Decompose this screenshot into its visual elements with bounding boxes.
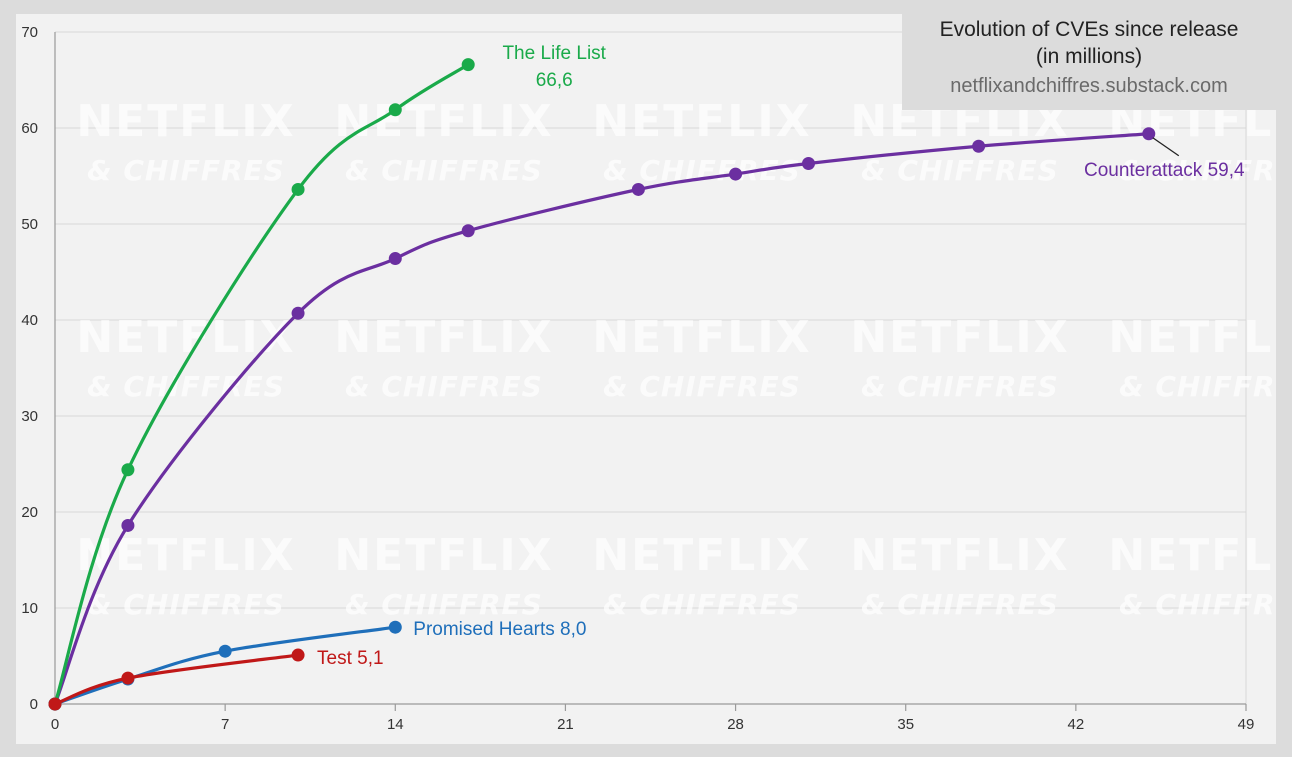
series-label-test: Test 5,1 (317, 648, 384, 669)
series-label-counterattack: Counterattack 59,4 (1084, 160, 1245, 181)
watermark-subtext: & CHIFFRES (1119, 370, 1276, 403)
data-point-promised-hearts (388, 620, 402, 634)
chart-frame: NETFLIX & CHIFFRES NETFLIX & CHIFFRES NETFLI… (16, 14, 1276, 744)
series-label-promised-hearts: Promised Hearts 8,0 (413, 619, 586, 640)
series-line-promised-hearts (53, 625, 397, 706)
data-point-counterattack (291, 306, 305, 320)
x-tick-label: 35 (897, 716, 914, 733)
watermark-subtext: & CHIFFRES (345, 154, 543, 187)
x-tick-label: 28 (727, 716, 744, 733)
watermark-text: NETFLIX (850, 312, 1069, 363)
data-point-counterattack (461, 224, 475, 238)
data-point-the-life-list (388, 103, 402, 117)
watermark-subtext: & CHIFFRES (87, 154, 285, 187)
series-line-test (53, 653, 300, 706)
watermark-subtext: & CHIFFRES (603, 370, 801, 403)
series (48, 58, 1156, 711)
watermark-subtext: & CHIFFRES (87, 370, 285, 403)
chart-canvas: NETFLIX & CHIFFRES NETFLIX & CHIFFRES NETFLI… (21, 24, 1276, 733)
watermark-text: NETFLIX (76, 530, 295, 581)
title-box: Evolution of CVEs since release (in mill… (902, 14, 1276, 110)
y-tick-label: 30 (21, 408, 38, 425)
data-point-the-life-list (121, 463, 135, 477)
source-url: netflixandchiffres.substack.com (950, 75, 1228, 97)
series-label-the-life-list: The Life List (502, 43, 606, 64)
data-point-counterattack (388, 252, 402, 266)
x-tick-label: 49 (1238, 716, 1255, 733)
data-point-counterattack (631, 182, 645, 196)
watermark-subtext: & CHIFFRES (345, 370, 543, 403)
x-tick-label: 42 (1068, 716, 1085, 733)
chart-subtitle: (in millions) (1035, 45, 1143, 68)
watermark-text: NETFLIX (592, 96, 811, 147)
watermark-text: NETFLIX (76, 312, 295, 363)
data-point-counterattack (729, 167, 743, 181)
y-tick-label: 40 (21, 312, 38, 329)
x-tick-label: 21 (557, 716, 574, 733)
data-point-counterattack (121, 518, 135, 532)
watermark-subtext: & CHIFFRES (861, 588, 1059, 621)
data-point-promised-hearts (218, 644, 232, 658)
x-tick-label: 0 (51, 716, 59, 733)
watermark-text: NETFLIX (592, 312, 811, 363)
y-tick-label: 20 (21, 504, 38, 521)
watermark-subtext: & CHIFFRES (603, 154, 801, 187)
watermark-text: NETFLIX (334, 312, 553, 363)
data-point-test (48, 697, 62, 711)
watermark-subtext: & CHIFFRES (1119, 154, 1276, 187)
axes: 0 10 20 30 40 50 60 70 0 7 14 21 28 35 42 49 (21, 24, 1254, 733)
watermark-text: NETFLIX (592, 530, 811, 581)
watermark-text: NETFLIX (76, 96, 295, 147)
data-point-counterattack (1142, 127, 1156, 141)
watermark-subtext: & CHIFFRES (861, 154, 1059, 187)
leader-line (1152, 137, 1180, 157)
watermark-text: NETFLIX (1108, 312, 1276, 363)
watermark-subtext: & CHIFFRES (345, 588, 543, 621)
data-point-counterattack (972, 139, 986, 153)
x-tick-label: 7 (221, 716, 229, 733)
data-point-test (291, 648, 305, 662)
data-point-the-life-list (461, 58, 475, 72)
series-labels: The Life List 66,6 Counterattack 59,4 Promi… (317, 43, 1245, 669)
watermark-text: NETFLIX (334, 96, 553, 147)
y-tick-label: 10 (21, 600, 38, 617)
y-tick-label: 50 (21, 216, 38, 233)
series-label-the-life-list-value: 66,6 (536, 70, 573, 91)
data-point-the-life-list (291, 182, 305, 196)
watermark-text: NETFLIX (334, 530, 553, 581)
data-point-counterattack (801, 157, 815, 171)
watermark-subtext: & CHIFFRES (603, 588, 801, 621)
grid (55, 31, 1247, 704)
watermark-text: NETFLIX (1108, 530, 1276, 581)
series-line-counterattack (53, 132, 1151, 706)
x-tick-label: 14 (387, 716, 404, 733)
data-point-test (121, 671, 135, 685)
watermark-text: NETFLIX (850, 530, 1069, 581)
watermark: NETFLIX & CHIFFRES NETFLIX & CHIFFRES NETFLI… (76, 96, 1276, 621)
watermark-subtext: & CHIFFRES (861, 370, 1059, 403)
y-tick-label: 60 (21, 120, 38, 137)
watermark-subtext: & CHIFFRES (87, 588, 285, 621)
y-tick-label: 70 (21, 24, 38, 41)
y-tick-label: 0 (30, 696, 38, 713)
chart-title: Evolution of CVEs since release (939, 18, 1239, 41)
watermark-subtext: & CHIFFRES (1119, 588, 1276, 621)
